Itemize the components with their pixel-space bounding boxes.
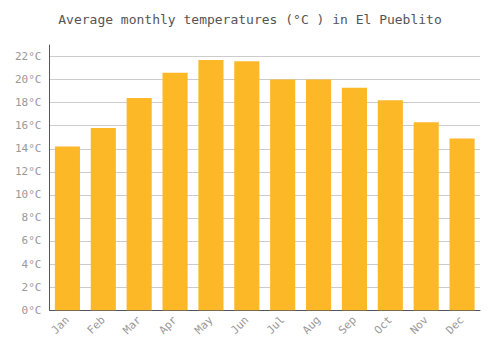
svg-text:Feb: Feb — [85, 314, 108, 337]
svg-text:Average monthly temperatures (: Average monthly temperatures (°C ) in El… — [58, 12, 442, 27]
svg-text:Apr: Apr — [156, 313, 179, 336]
svg-text:4°C: 4°C — [22, 258, 42, 271]
svg-text:16°C: 16°C — [15, 119, 42, 132]
svg-text:8°C: 8°C — [22, 211, 42, 224]
svg-text:12°C: 12°C — [15, 165, 42, 178]
svg-text:18°C: 18°C — [15, 96, 42, 109]
svg-text:Aug: Aug — [300, 314, 323, 337]
svg-text:Jul: Jul — [264, 314, 287, 337]
svg-text:Jun: Jun — [228, 314, 251, 337]
svg-text:10°C: 10°C — [15, 188, 42, 201]
svg-text:Dec: Dec — [443, 314, 466, 337]
svg-text:20°C: 20°C — [15, 73, 42, 86]
svg-text:2°C: 2°C — [22, 281, 42, 294]
svg-text:Mar: Mar — [121, 313, 144, 336]
svg-text:22°C: 22°C — [15, 50, 42, 63]
svg-text:6°C: 6°C — [22, 234, 42, 247]
svg-text:Jan: Jan — [49, 314, 72, 337]
svg-text:0°C: 0°C — [22, 304, 42, 317]
svg-text:Oct: Oct — [372, 314, 395, 337]
svg-text:Sep: Sep — [336, 314, 359, 337]
svg-text:May: May — [192, 313, 215, 336]
svg-text:14°C: 14°C — [15, 142, 42, 155]
svg-text:Nov: Nov — [408, 313, 431, 336]
